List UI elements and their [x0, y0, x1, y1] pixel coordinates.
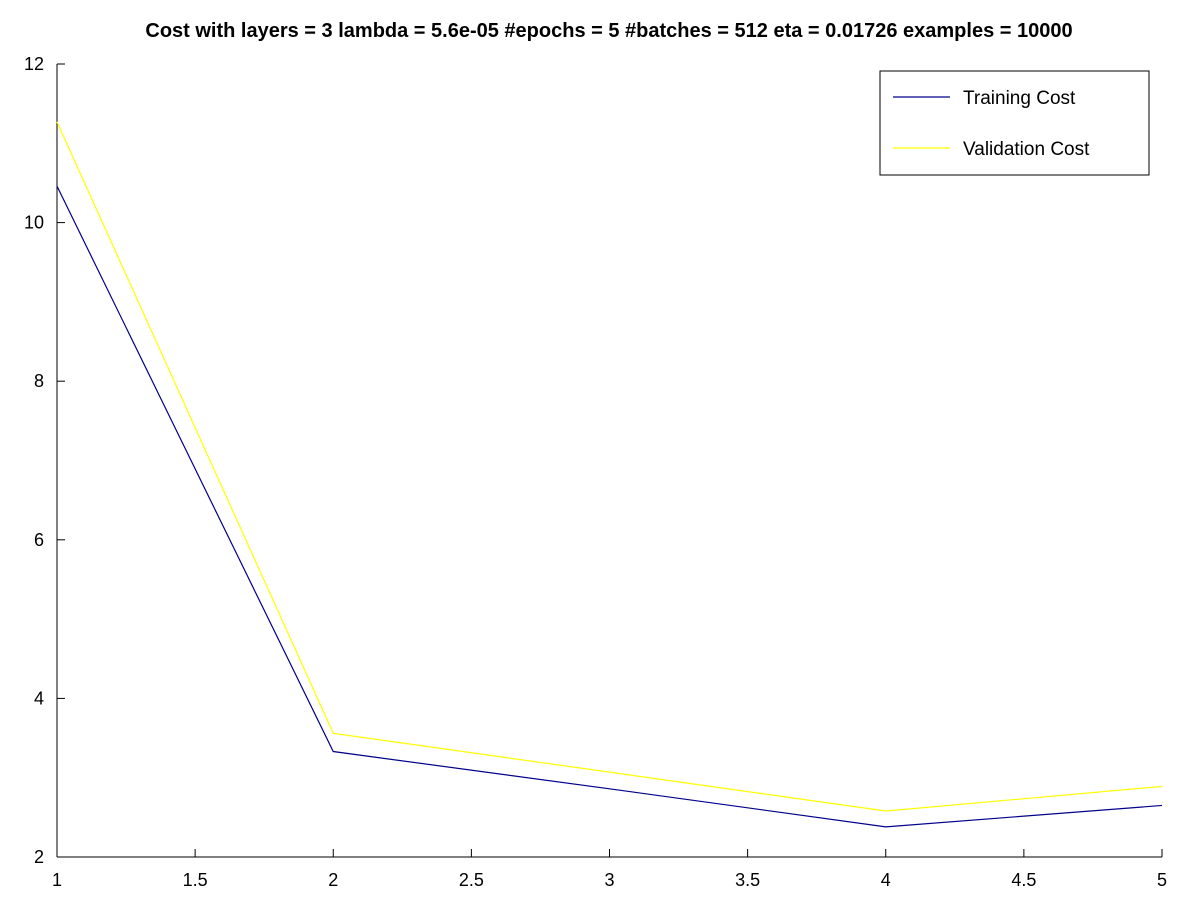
x-tick-label: 2 [328, 870, 338, 890]
y-tick-label: 10 [24, 213, 44, 233]
legend: Training Cost Validation Cost [879, 70, 1150, 176]
series-line-1 [56, 185, 1163, 828]
y-tick-label: 6 [34, 530, 44, 550]
x-tick-label: 5 [1157, 870, 1167, 890]
legend-box [879, 70, 1150, 176]
series-layer [56, 121, 1163, 828]
x-tick-label: 1 [52, 870, 62, 890]
x-tick-label: 3.5 [735, 870, 760, 890]
x-tick-label: 1.5 [183, 870, 208, 890]
axes: 2 4 6 8 10 12 1 1.5 2 2.5 3 3.5 4 4.5 5 [24, 54, 1167, 890]
x-tick-label: 4 [881, 870, 891, 890]
legend-label-2: Validation Cost [963, 139, 1090, 160]
x-tick-label: 3 [604, 870, 614, 890]
chart-title: Cost with layers = 3 lambda = 5.6e-05 #e… [145, 20, 1072, 42]
x-tick-label: 2.5 [459, 870, 484, 890]
series-line-2 [56, 121, 1163, 812]
legend-label-1: Training Cost [963, 88, 1076, 109]
y-tick-label: 12 [24, 54, 44, 74]
x-tick-label: 4.5 [1011, 870, 1036, 890]
y-tick-label: 2 [34, 847, 44, 867]
y-tick-label: 8 [34, 371, 44, 391]
y-tick-label: 4 [34, 688, 44, 708]
